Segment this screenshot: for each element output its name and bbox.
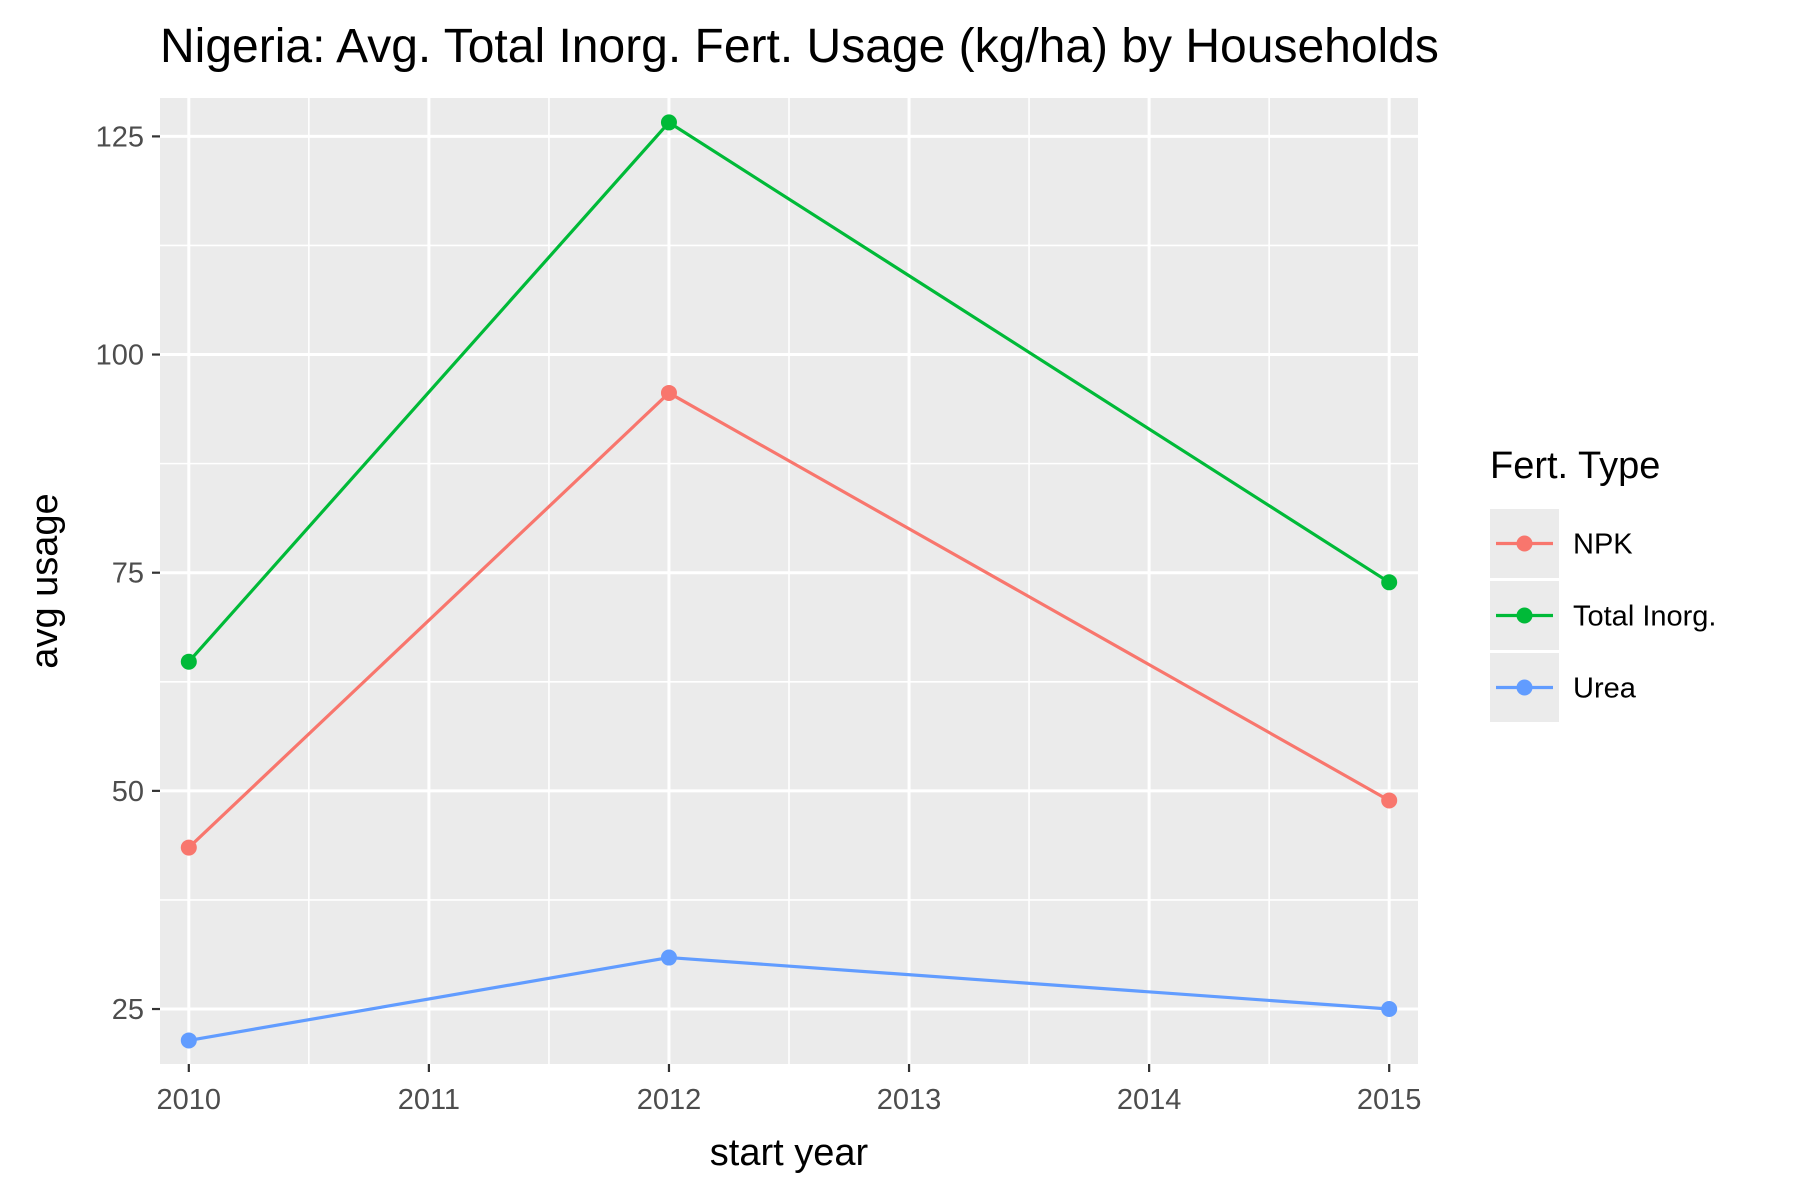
legend-item-urea: Urea — [1490, 653, 1637, 722]
data-point-npk — [1381, 792, 1398, 809]
legend-label: Urea — [1573, 673, 1637, 705]
legend-key-point — [1516, 607, 1533, 624]
y-tick-label: 125 — [96, 121, 144, 153]
data-point-total-inorg — [180, 653, 197, 670]
legend-key-point — [1516, 679, 1533, 696]
axes: 2010 2011 2012 2013 2014 2015 25 50 75 100 125 — [96, 121, 1422, 1116]
legend-item-npk: NPK — [1490, 509, 1633, 578]
chart-title: Nigeria: Avg. Total Inorg. Fert. Usage (… — [160, 20, 1439, 73]
data-point-npk — [180, 839, 197, 856]
data-point-urea — [180, 1032, 197, 1049]
x-tick-label: 2015 — [1357, 1084, 1422, 1116]
data-point-npk — [660, 384, 677, 401]
legend-key-point — [1516, 535, 1533, 552]
y-tick-label: 100 — [96, 340, 144, 372]
legend-items: NPK Total Inorg. Urea — [1490, 509, 1716, 722]
x-tick-label: 2012 — [637, 1084, 702, 1116]
x-axis-title: start year — [710, 1132, 869, 1174]
data-point-total-inorg — [1381, 574, 1398, 591]
x-tick-label: 2013 — [877, 1084, 942, 1116]
y-axis-title: avg usage — [24, 493, 66, 668]
x-tick-label: 2014 — [1117, 1084, 1182, 1116]
y-tick-label: 75 — [112, 558, 144, 590]
x-tick-label: 2011 — [398, 1084, 460, 1116]
data-point-urea — [1381, 1001, 1398, 1018]
legend: Fert. Type NPK Total Inorg. Urea — [1490, 445, 1716, 722]
legend-label: NPK — [1573, 529, 1633, 561]
data-point-total-inorg — [660, 114, 677, 131]
legend-title: Fert. Type — [1490, 445, 1660, 487]
legend-item-total-inorg: Total Inorg. — [1490, 581, 1716, 650]
y-tick-label: 50 — [112, 776, 144, 808]
x-tick-label: 2010 — [157, 1084, 222, 1116]
data-series — [180, 114, 1398, 1049]
y-tick-label: 25 — [112, 994, 144, 1026]
legend-label: Total Inorg. — [1573, 601, 1716, 633]
data-point-urea — [660, 949, 677, 966]
